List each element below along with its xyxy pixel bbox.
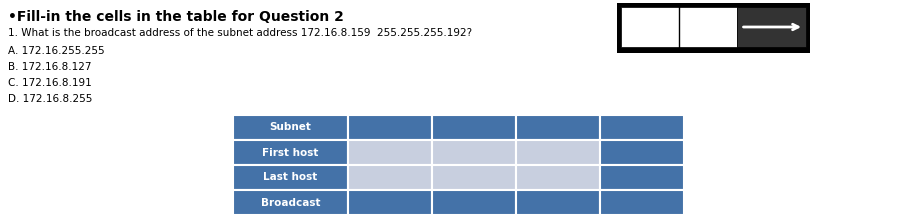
Bar: [516, 165, 600, 190]
Text: •Fill-in the cells in the table for Question 2: •Fill-in the cells in the table for Ques…: [8, 10, 343, 24]
Bar: [432, 165, 516, 190]
Bar: [620, 7, 736, 47]
Bar: [233, 140, 348, 165]
Bar: [600, 115, 684, 140]
Bar: [233, 190, 348, 214]
Text: Subnet: Subnet: [269, 122, 312, 132]
Text: Last host: Last host: [263, 172, 317, 183]
Bar: [736, 7, 805, 47]
Bar: [600, 165, 684, 190]
Bar: [348, 115, 432, 140]
Bar: [348, 190, 432, 214]
Bar: [516, 115, 600, 140]
Bar: [233, 115, 348, 140]
Bar: [600, 140, 684, 165]
Bar: [348, 165, 432, 190]
Bar: [233, 165, 348, 190]
Text: Broadcast: Broadcast: [260, 198, 320, 208]
Bar: [516, 190, 600, 214]
Text: C. 172.16.8.191: C. 172.16.8.191: [8, 78, 91, 88]
Text: D. 172.16.8.255: D. 172.16.8.255: [8, 94, 92, 104]
Bar: [432, 190, 516, 214]
Bar: [600, 190, 684, 214]
Bar: [432, 115, 516, 140]
Bar: [432, 140, 516, 165]
Bar: [516, 140, 600, 165]
Bar: [348, 140, 432, 165]
Text: First host: First host: [262, 147, 319, 158]
Text: 1. What is the broadcast address of the subnet address 172.16.8.159  255.255.255: 1. What is the broadcast address of the …: [8, 28, 471, 38]
Bar: [617, 3, 809, 53]
Text: A. 172.16.255.255: A. 172.16.255.255: [8, 46, 105, 56]
Text: B. 172.16.8.127: B. 172.16.8.127: [8, 62, 91, 72]
